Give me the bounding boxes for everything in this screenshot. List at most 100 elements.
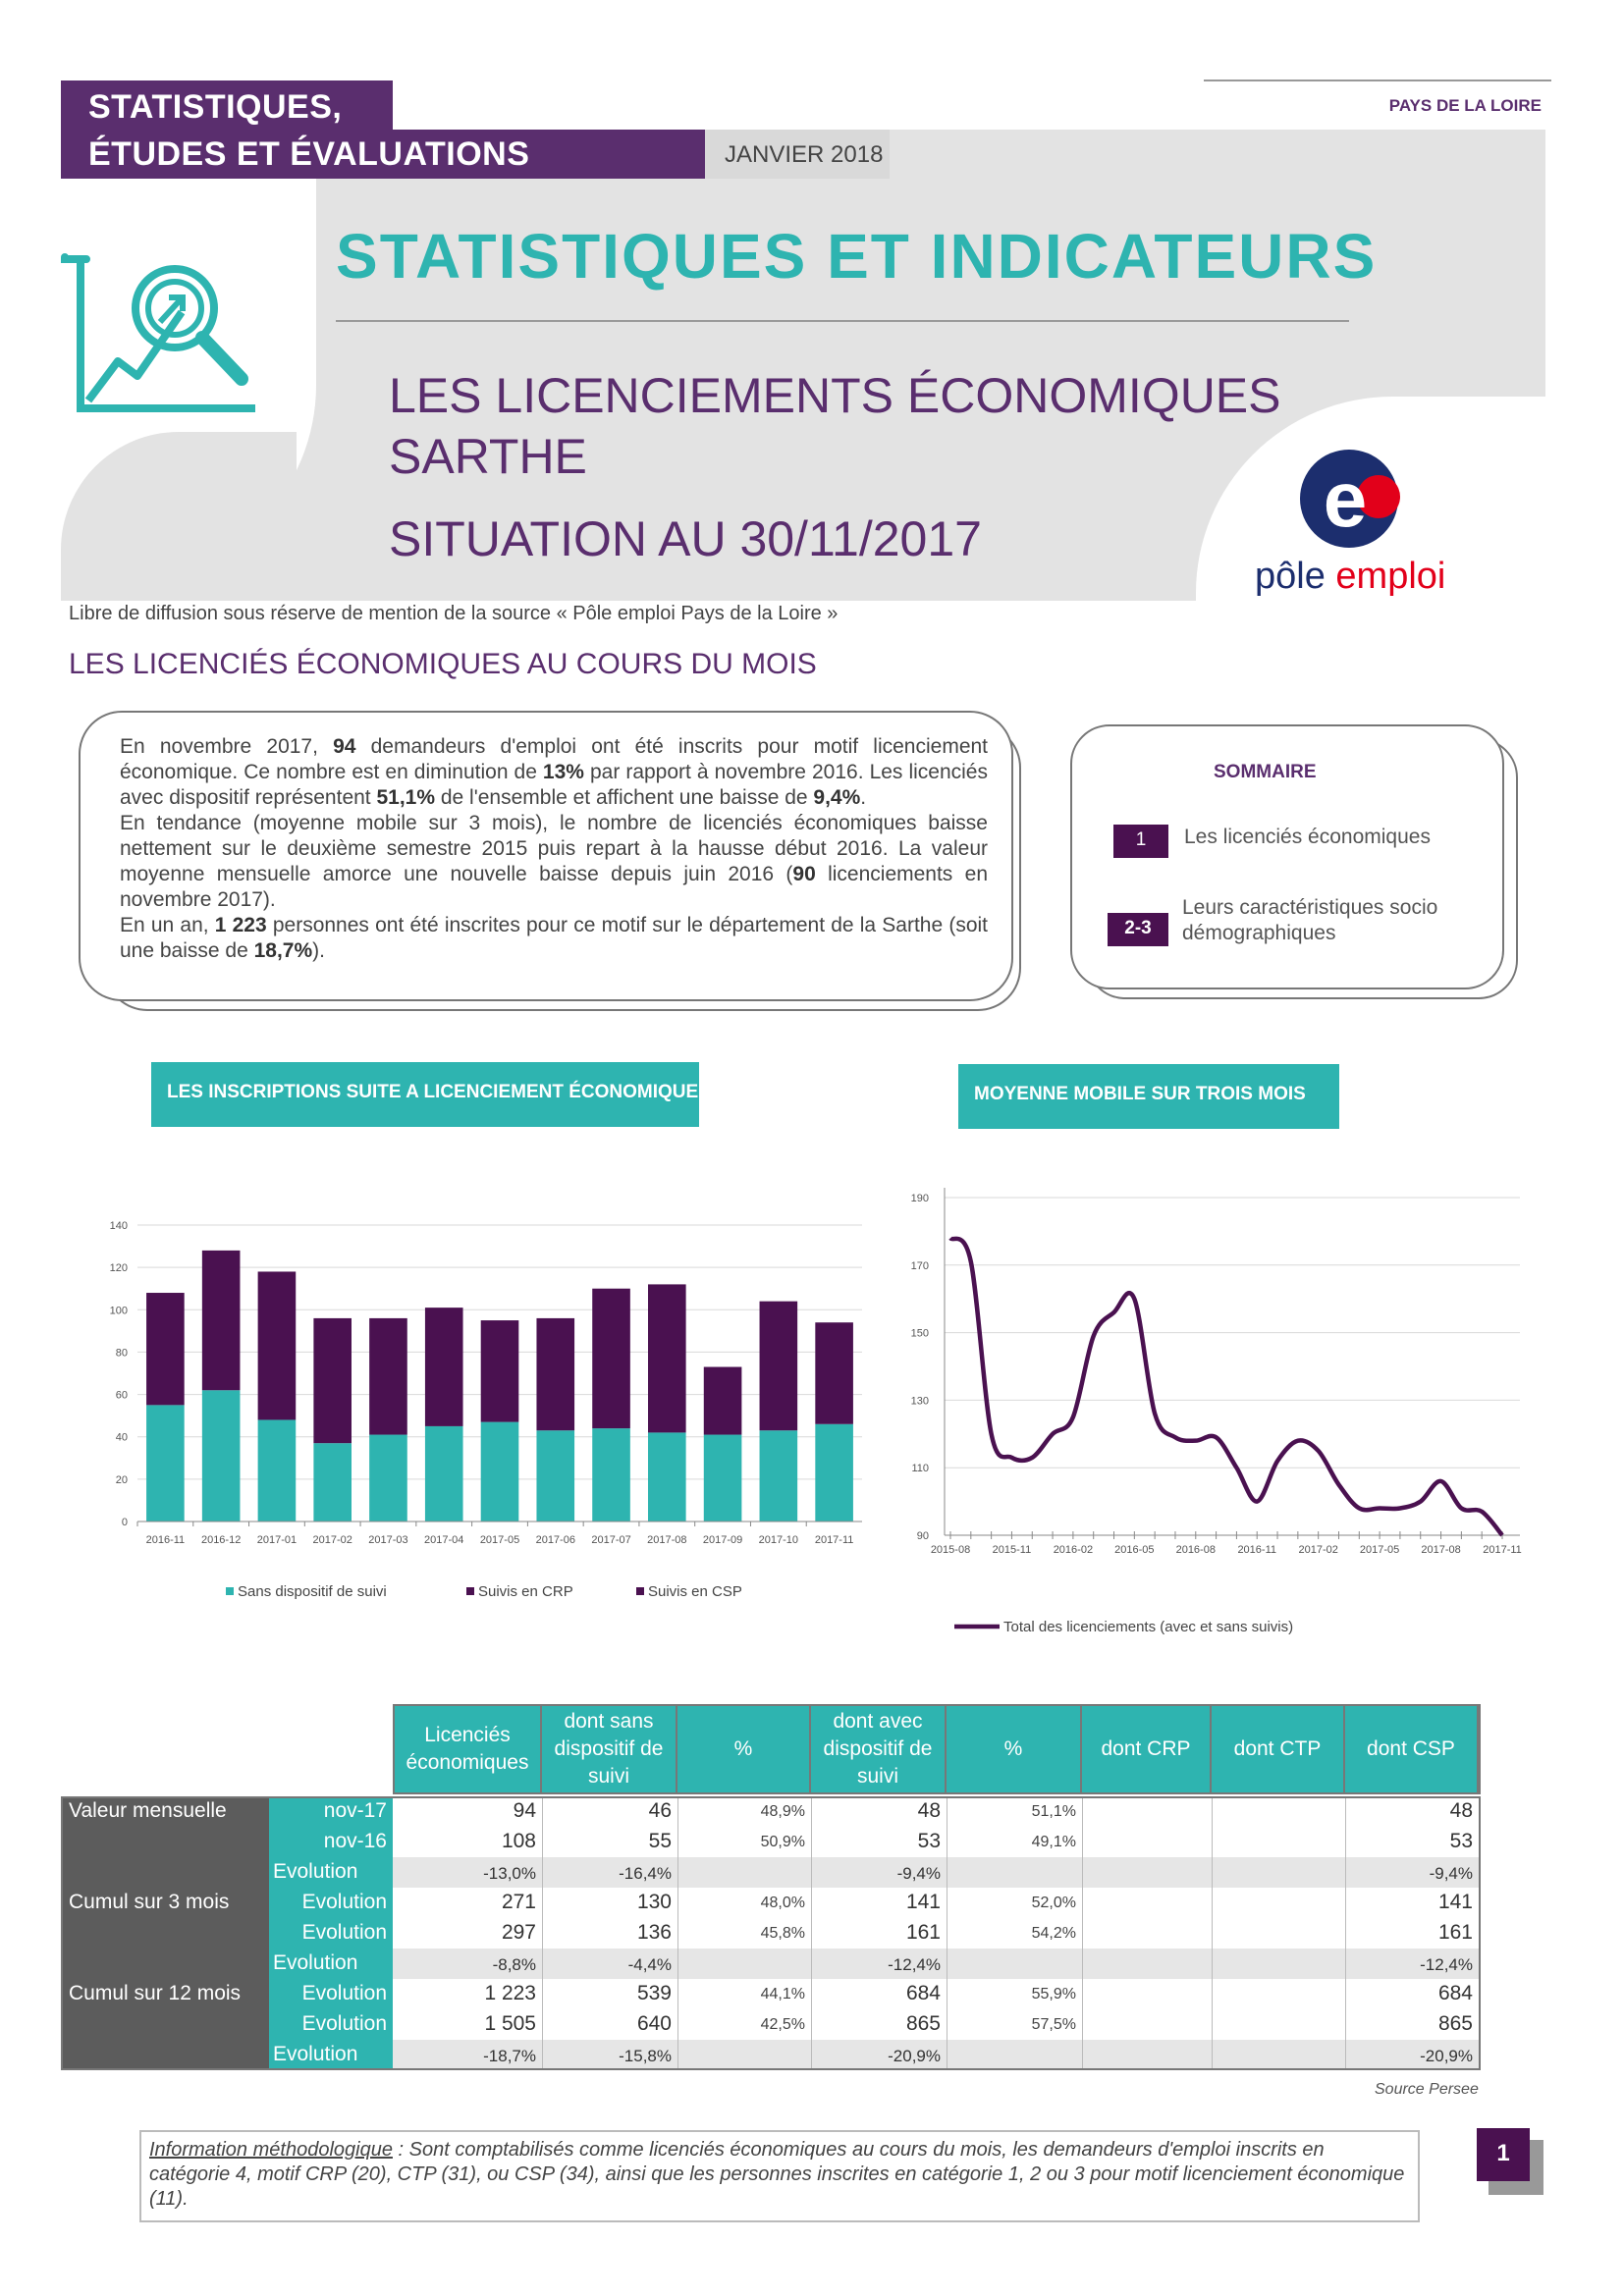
bar-y-tick-label: 60: [116, 1390, 128, 1402]
bar-x-tick-label: 2017-01: [257, 1534, 297, 1546]
intro-text-part: .: [860, 786, 867, 809]
bar-segment: [201, 1250, 241, 1391]
sommaire-item-1-label[interactable]: Les licenciés économiques: [1184, 826, 1431, 848]
table-cell: -16,4%: [619, 1864, 672, 1883]
bar-y-tick-label: 100: [110, 1305, 128, 1316]
bar-legend-label: Sans dispositif de suivi: [238, 1583, 387, 1600]
intro-text-part: licenciements en novembre 2017).: [120, 863, 988, 911]
line-x-tick-label: 2016-11: [1237, 1544, 1276, 1556]
bar-segment: [648, 1432, 686, 1522]
bar-segment: [703, 1366, 742, 1435]
subtitle-line-2: SARTHE: [389, 429, 587, 484]
table-cell: -4,4%: [627, 1955, 672, 1974]
intro-highlight: 94: [333, 735, 356, 758]
bar-y-tick-label: 120: [110, 1262, 128, 1274]
table-cell: 45,8%: [760, 1925, 805, 1942]
table-cell: 141: [905, 1891, 941, 1913]
bar-legend-swatch: [636, 1587, 644, 1595]
table-cell: -9,4%: [1429, 1864, 1473, 1883]
table-cell: -20,9%: [1420, 2047, 1473, 2065]
bar-segment: [759, 1301, 798, 1431]
table-cell: 865: [1437, 2012, 1473, 2035]
line-x-tick-label: 2017-02: [1298, 1544, 1337, 1556]
table-cell: 51,1%: [1031, 1803, 1076, 1820]
line-x-tick-label: 2016-02: [1054, 1544, 1093, 1556]
table-cell: 42,5%: [760, 2016, 805, 2033]
bar-x-tick-label: 2017-05: [480, 1534, 519, 1546]
line-y-tick-label: 130: [911, 1395, 929, 1407]
table-cell: 1 505: [484, 2012, 536, 2035]
line-x-tick-label: 2016-05: [1114, 1544, 1154, 1556]
bar-segment: [424, 1308, 463, 1426]
table-source: Source Persee: [1375, 2081, 1479, 2098]
situation-date: SITUATION AU 30/11/2017: [389, 511, 982, 566]
bar-x-tick-label: 2017-10: [759, 1534, 798, 1546]
sommaire-item-2-label[interactable]: Leurs caractéristiques socio démographiq…: [1182, 895, 1437, 946]
table-cell: 48: [1449, 1799, 1473, 1822]
table-cell: 50,9%: [760, 1834, 805, 1850]
table-header-cell: dont CSP: [1345, 1704, 1479, 1794]
table-row-label: Evolution: [273, 2043, 358, 2065]
table-row-group-label: Cumul sur 3 mois: [69, 1891, 230, 1913]
bar-segment: [257, 1271, 297, 1420]
table-cell: 48: [917, 1799, 941, 1822]
table-evolution-row-bg: [393, 1857, 1481, 1888]
bar-segment: [146, 1405, 185, 1522]
table-column-divider: [811, 1796, 812, 2070]
table-row-group-label: Cumul sur 12 mois: [69, 1982, 242, 2004]
methodology-text: : Sont comptabilisés comme licenciés éco…: [149, 2139, 1405, 2210]
table-row-label: Evolution: [301, 2012, 387, 2035]
bar-y-tick-label: 80: [116, 1347, 128, 1359]
bar-segment: [536, 1430, 575, 1522]
table-cell: 136: [636, 1921, 672, 1944]
table-cell: 684: [905, 1982, 941, 2004]
table-cell: 52,0%: [1031, 1895, 1076, 1911]
sommaire-item-2-line-2: démographiques: [1182, 922, 1336, 944]
table-cell: 297: [501, 1921, 536, 1944]
table-row-label: nov-16: [323, 1830, 387, 1852]
bar-segment: [257, 1419, 297, 1522]
bar-segment: [592, 1428, 630, 1522]
table-column-divider: [1345, 1796, 1346, 2070]
bar-y-tick-label: 40: [116, 1432, 128, 1444]
table-row-label: Evolution: [301, 1982, 387, 2004]
bar-x-tick-label: 2017-07: [591, 1534, 630, 1546]
sommaire-item-2-number[interactable]: 2-3: [1108, 913, 1168, 946]
table-header-cell: dont CTP: [1212, 1704, 1345, 1794]
table-cell: 94: [513, 1799, 536, 1822]
table-cell: -15,8%: [619, 2047, 672, 2065]
line-y-tick-label: 150: [911, 1328, 929, 1340]
region-divider: [1204, 80, 1551, 81]
bar-x-tick-label: 2017-04: [424, 1534, 463, 1546]
logo-letter: e: [1324, 455, 1368, 543]
intro-text-part: En tendance (moyenne mobile sur 3 mois),…: [120, 812, 988, 885]
title-divider: [336, 320, 1349, 322]
table-row-label: nov-17: [323, 1799, 387, 1822]
intro-highlight: 9,4%: [813, 786, 861, 809]
sommaire-item-2-line-1: Leurs caractéristiques socio: [1182, 896, 1438, 919]
publication-date: JANVIER 2018: [705, 130, 890, 179]
table-cell: 271: [501, 1891, 536, 1913]
table-group-column: [61, 1796, 269, 2070]
bar-segment: [759, 1430, 798, 1522]
table-column-divider: [542, 1796, 543, 2070]
table-evolution-row-bg: [393, 1949, 1481, 1979]
table-cell: 161: [1437, 1921, 1473, 1944]
bar-segment: [480, 1320, 519, 1422]
table-cell: 1 223: [484, 1982, 536, 2004]
logo-wordmark: pôle emploi: [1255, 556, 1445, 598]
magnifier-chart-icon: [59, 253, 259, 420]
line-x-tick-label: 2017-05: [1360, 1544, 1399, 1556]
bar-y-tick-label: 0: [122, 1517, 128, 1528]
table-row-label: Evolution: [301, 1921, 387, 1944]
table-cell: 46: [648, 1799, 672, 1822]
table-column-divider: [677, 1796, 678, 2070]
table-cell: -8,8%: [492, 1955, 536, 1974]
intro-text-part: ).: [312, 939, 325, 962]
bar-y-tick-label: 20: [116, 1474, 128, 1486]
line-y-tick-label: 110: [911, 1463, 929, 1474]
report-subtitle: LES LICENCIEMENTS ÉCONOMIQUES SARTHE: [389, 365, 1281, 487]
bar-chart: 0 20 40 60 80 100 120 140 2016-11 2016-12 2017-01 2…: [59, 1207, 884, 1620]
sommaire-item-1-number[interactable]: 1: [1113, 825, 1168, 858]
table-header-cell: dont CRP: [1082, 1704, 1212, 1794]
